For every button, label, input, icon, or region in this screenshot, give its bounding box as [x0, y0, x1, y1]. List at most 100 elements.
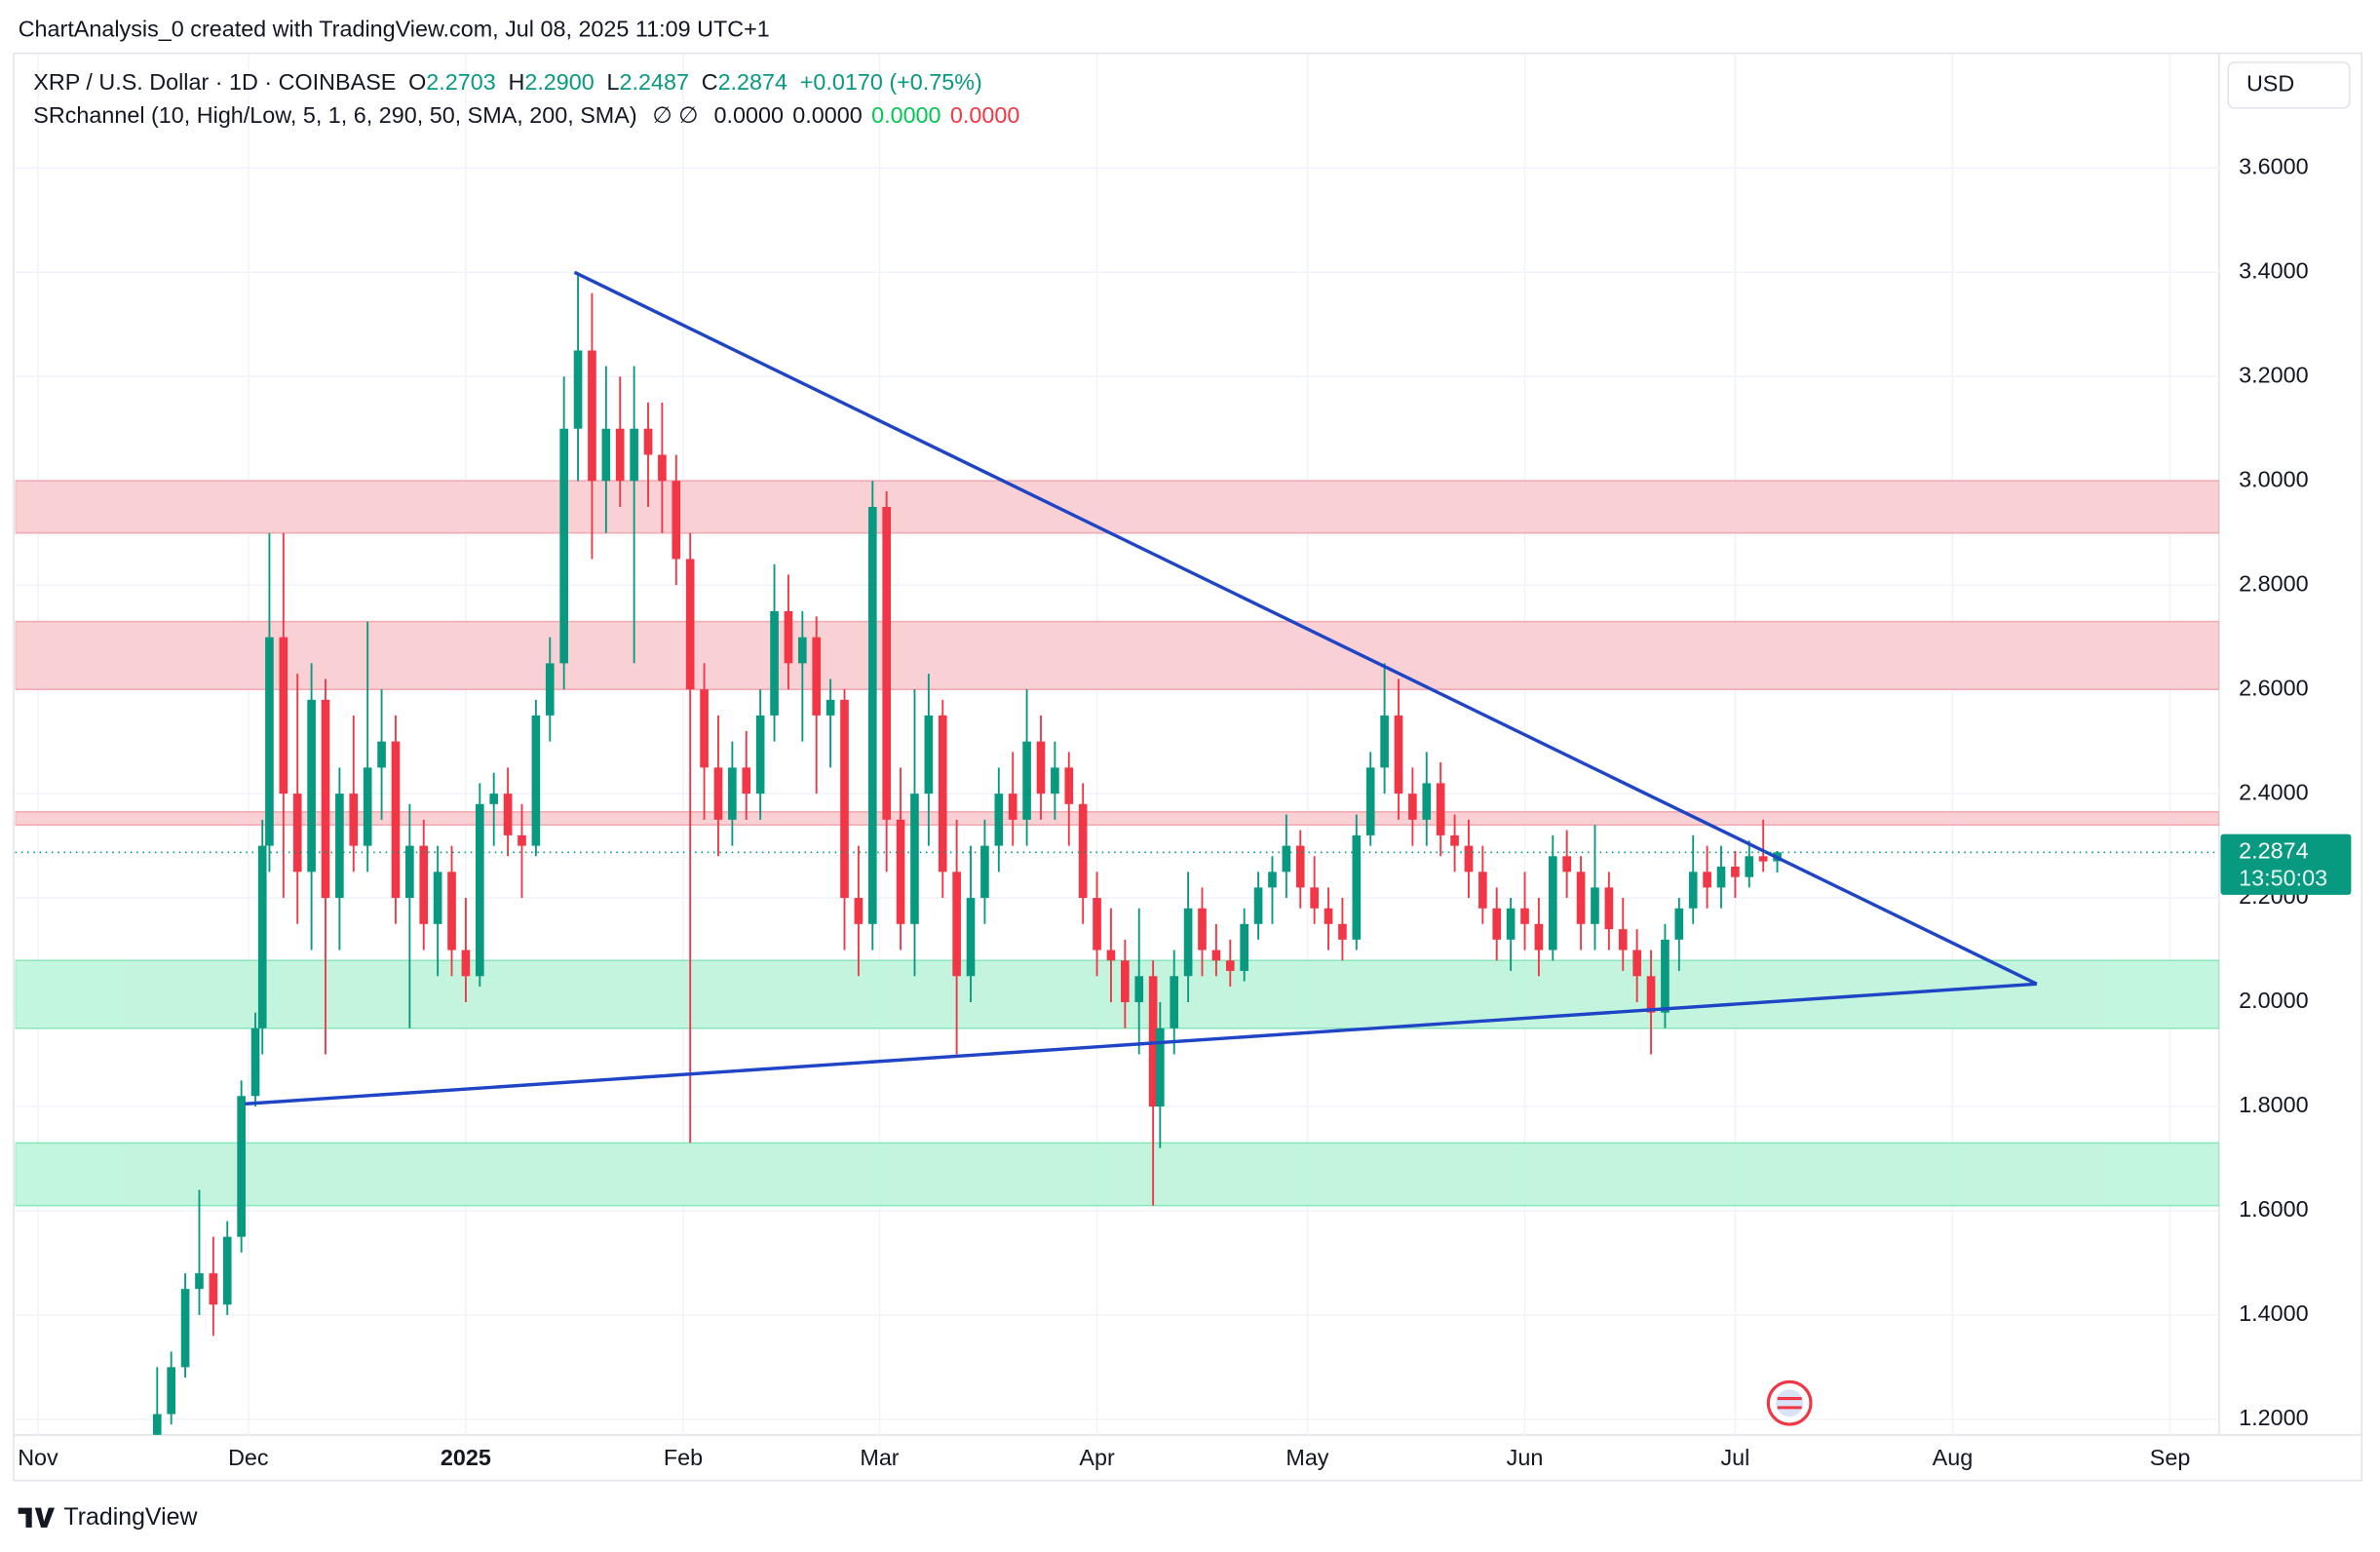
candle-body [363, 767, 372, 846]
candle-body [896, 819, 905, 924]
indicator-symbols: ∅ ∅ [652, 102, 698, 128]
candle-body [1093, 898, 1101, 951]
y-tick-label: 3.0000 [2239, 466, 2308, 491]
x-tick-label: Mar [860, 1445, 899, 1470]
candle-body [152, 1414, 162, 1435]
candle-body [882, 506, 891, 820]
candle-body [1225, 960, 1235, 971]
candle-body [265, 637, 274, 846]
y-tick-label: 1.6000 [2239, 1196, 2308, 1222]
ohlc-key: C [702, 69, 718, 95]
candle-body [531, 715, 541, 846]
candle-body [1198, 908, 1207, 951]
candle-body [1632, 950, 1641, 977]
y-tick-label: 1.8000 [2239, 1092, 2308, 1117]
ohlc-key: L [607, 69, 620, 95]
x-tick-label: May [1286, 1445, 1328, 1470]
frame [13, 52, 2363, 1482]
candle-body [195, 1273, 204, 1290]
y-tick-label: 3.2000 [2239, 362, 2308, 387]
axes: 1.20001.40001.60001.80002.00002.20002.40… [18, 154, 2308, 1470]
grid [15, 53, 2219, 1435]
indicator-name: SRchannel (10, High/Low, 5, 1, 6, 290, 5… [33, 102, 636, 128]
change: +0.0170 (+0.75%) [800, 69, 982, 95]
candle-body [1703, 872, 1711, 888]
ohlc-value: 2.2703 [426, 69, 495, 95]
candle-body [1745, 856, 1754, 877]
currency[interactable]: USD [2246, 71, 2294, 97]
candle-body [784, 610, 793, 664]
candle-body [292, 794, 302, 873]
candle-body [1352, 834, 1362, 940]
candle-body [1064, 767, 1074, 804]
candle-body [1731, 866, 1740, 877]
candle-body [658, 454, 667, 482]
price-tag-countdown: 13:50:03 [2239, 866, 2327, 891]
candle-body [588, 350, 596, 482]
logo [18, 1507, 56, 1528]
candle-body [489, 794, 499, 804]
candle-body [419, 845, 429, 924]
candle-body [1338, 923, 1347, 940]
candle-body [250, 1028, 260, 1097]
candle-body [1562, 856, 1572, 873]
y-tick-label: 1.2000 [2239, 1405, 2308, 1430]
candle-body [938, 715, 947, 873]
indicator-legend: SRchannel (10, High/Low, 5, 1, 6, 290, 5… [33, 102, 1019, 128]
candle-body [770, 610, 779, 716]
candle-body [545, 663, 555, 716]
candle-body [1422, 783, 1432, 820]
indicator-value: 0.0000 [714, 102, 784, 128]
x-tick-label: 2025 [441, 1445, 491, 1470]
candle-body [672, 481, 681, 560]
candle-body [391, 741, 401, 899]
candle-body [1134, 976, 1144, 1003]
x-tick-label: Aug [1933, 1445, 1974, 1470]
ohlc-value: 2.2487 [620, 69, 689, 95]
x-tick-label: Jun [1507, 1445, 1544, 1470]
candle-body [237, 1096, 246, 1237]
candle-body [994, 794, 1004, 846]
y-tick-label: 2.0000 [2239, 988, 2308, 1013]
candle-body [952, 872, 961, 977]
candle-body [518, 834, 526, 846]
trendlines [245, 270, 2038, 1106]
symbol: XRP / U.S. Dollar · 1D · COINBASE [33, 69, 396, 95]
zone [15, 811, 2219, 826]
trendline [245, 982, 2037, 1106]
x-tick-label: Nov [18, 1445, 58, 1470]
zone [15, 959, 2219, 1029]
candle-body [1661, 939, 1670, 1013]
ohlc-value: 2.2874 [718, 69, 787, 95]
ohlc-value: 2.2900 [524, 69, 594, 95]
zone [15, 1142, 2219, 1207]
candle-body [209, 1273, 218, 1305]
candle-body [742, 767, 751, 795]
candle-body [1716, 866, 1726, 888]
x-tick-label: Dec [228, 1445, 269, 1470]
candle-body [713, 767, 723, 820]
candle-body [601, 428, 611, 482]
candle-body [1534, 923, 1544, 951]
candle-body [1576, 872, 1586, 924]
candle-body [1078, 803, 1088, 899]
y-tick-label: 1.4000 [2239, 1300, 2308, 1326]
candle-body [1618, 929, 1628, 951]
footer-brand: TradingView [63, 1503, 198, 1531]
candle-body [503, 794, 513, 835]
currency-button[interactable] [2227, 61, 2351, 109]
y-tick-label: 3.4000 [2239, 257, 2308, 283]
candle-body [1506, 908, 1516, 940]
candle-body [447, 872, 456, 951]
candle-body [1688, 872, 1698, 909]
y-tick-label: 2.8000 [2239, 570, 2308, 596]
candle-body [573, 350, 583, 429]
candle-body [643, 428, 653, 455]
candle-body [1121, 960, 1130, 1003]
x-tick-label: Feb [664, 1445, 703, 1470]
candle-body [1758, 856, 1768, 862]
candle-body [1148, 976, 1158, 1106]
x-tick-label: Apr [1079, 1445, 1115, 1470]
candle-body [1436, 783, 1445, 835]
